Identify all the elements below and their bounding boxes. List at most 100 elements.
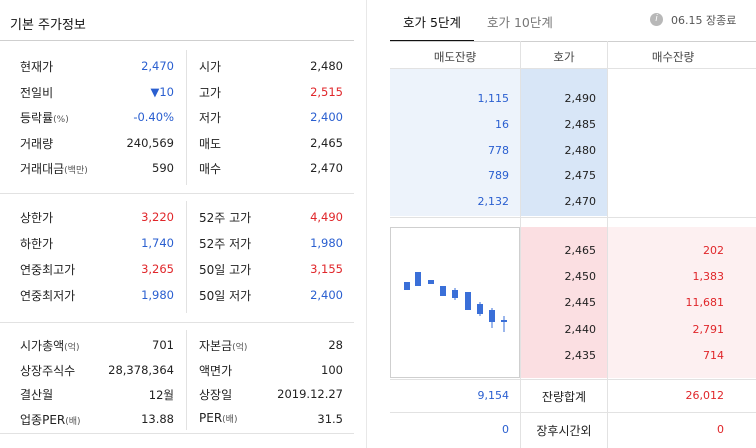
section-title: 기본 주가정보 [10, 18, 86, 33]
tab-10-levels[interactable]: 호가 10단계 [487, 15, 553, 30]
unit-text: (%) [53, 115, 69, 125]
divider [390, 412, 756, 413]
sell-price: 2,475 [564, 169, 597, 183]
buy-qty: 714 [703, 348, 724, 362]
divider [0, 40, 354, 41]
field-value: 2,400 [310, 110, 343, 124]
field-value: 2,515 [310, 84, 343, 99]
field-label: 업종PER(배) [20, 411, 81, 428]
buy-area [608, 227, 756, 378]
field-label: 고가 [199, 84, 221, 101]
field-label: 등락률(%) [20, 109, 69, 126]
buy-price: 2,445 [564, 296, 597, 310]
sell-price: 2,490 [564, 92, 597, 105]
total-label: 잔량합계 [541, 390, 587, 404]
candle-body [428, 280, 434, 284]
field-value: 1,740 [141, 236, 174, 250]
label-text: 매수 [199, 162, 222, 176]
candle-body [440, 286, 446, 296]
label-text: 52주 저가 [199, 237, 252, 251]
field-label: 자본금(억) [199, 337, 247, 354]
label-text: 등락률 [20, 111, 54, 125]
total-buy: 26,012 [685, 389, 725, 402]
sell-qty: 1,115 [477, 92, 510, 105]
field-label: 52주 고가 [199, 209, 251, 226]
info-icon[interactable]: i [650, 13, 663, 26]
divider [0, 322, 354, 323]
sell-area [390, 69, 520, 216]
field-label: 상장일 [199, 386, 232, 403]
label-text: 연중최고가 [20, 263, 76, 277]
field-value: 28,378,364 [108, 362, 174, 377]
buy-price: 2,465 [564, 244, 597, 257]
buy-price: 2,440 [564, 322, 597, 336]
label-text: 결산월 [20, 388, 54, 402]
field-value: 590 [152, 161, 174, 175]
field-value: 2019.12.27 [277, 387, 343, 401]
field-value: 2,400 [310, 288, 343, 302]
total-sell: 9,154 [477, 389, 510, 402]
field-value: 2,480 [310, 59, 343, 73]
field-label: 현재가 [20, 58, 53, 75]
label-text: 저가 [199, 111, 222, 125]
field-value: 100 [321, 362, 343, 377]
candle-body [404, 282, 410, 290]
label-text: 액면가 [199, 363, 233, 378]
candle-body [452, 290, 458, 298]
candle-body [477, 304, 483, 314]
field-label: 저가 [199, 109, 221, 126]
afterhours-sell: 0 [502, 423, 509, 436]
label-text: 거래량 [20, 136, 54, 151]
divider [390, 41, 756, 42]
field-label: 결산월 [20, 386, 53, 403]
divider [390, 217, 756, 218]
field-label: 거래대금(백만) [20, 160, 88, 177]
unit-text: (백만) [64, 166, 88, 176]
field-value: 240,569 [126, 135, 174, 150]
label-text: 자본금 [199, 339, 233, 353]
field-label: 매도 [199, 135, 221, 152]
label-text: 거래대금 [20, 162, 65, 176]
field-value: 13.88 [141, 411, 174, 426]
field-value: ▼10 [150, 84, 174, 99]
label-text: 전일비 [20, 85, 54, 100]
buy-qty: 202 [703, 244, 724, 257]
field-label: 전일비 [20, 84, 53, 101]
label-text: 52주 고가 [199, 211, 252, 225]
sell-price-area [521, 69, 607, 216]
field-label: 52주 저가 [199, 235, 251, 252]
divider [186, 50, 187, 185]
field-value: 3,155 [310, 262, 343, 276]
label-text: 매도 [199, 136, 222, 151]
candle-body [489, 310, 495, 322]
field-value: 1,980 [310, 236, 343, 250]
divider [186, 201, 187, 313]
divider [390, 379, 756, 380]
divider [0, 193, 354, 194]
field-label: 연중최고가 [20, 261, 75, 278]
label-text: 상장일 [199, 388, 233, 402]
divider [520, 41, 521, 448]
candle-body [415, 272, 421, 286]
sell-qty: 778 [488, 143, 509, 157]
buy-qty: 2,791 [692, 322, 725, 336]
sell-price: 2,470 [564, 195, 597, 209]
label-text: 상장주식수 [20, 363, 76, 378]
afterhours-buy: 0 [717, 423, 724, 436]
divider [0, 433, 354, 434]
buy-price: 2,435 [564, 348, 597, 362]
sell-qty: 16 [495, 117, 509, 131]
tab-5-levels[interactable]: 호가 5단계 [390, 6, 474, 42]
field-value: -0.40% [133, 110, 174, 124]
label-text: 현재가 [20, 60, 54, 74]
divider [390, 68, 756, 69]
field-value: 2,470 [310, 161, 343, 175]
field-value: 2,465 [310, 135, 343, 150]
candle-body [501, 320, 507, 322]
sell-price: 2,485 [564, 117, 597, 131]
field-value: 4,490 [310, 210, 343, 224]
label-text: PER [199, 410, 223, 425]
panel-divider [366, 0, 367, 448]
field-label: 상장주식수 [20, 362, 75, 379]
header-price: 호가 [553, 50, 575, 64]
